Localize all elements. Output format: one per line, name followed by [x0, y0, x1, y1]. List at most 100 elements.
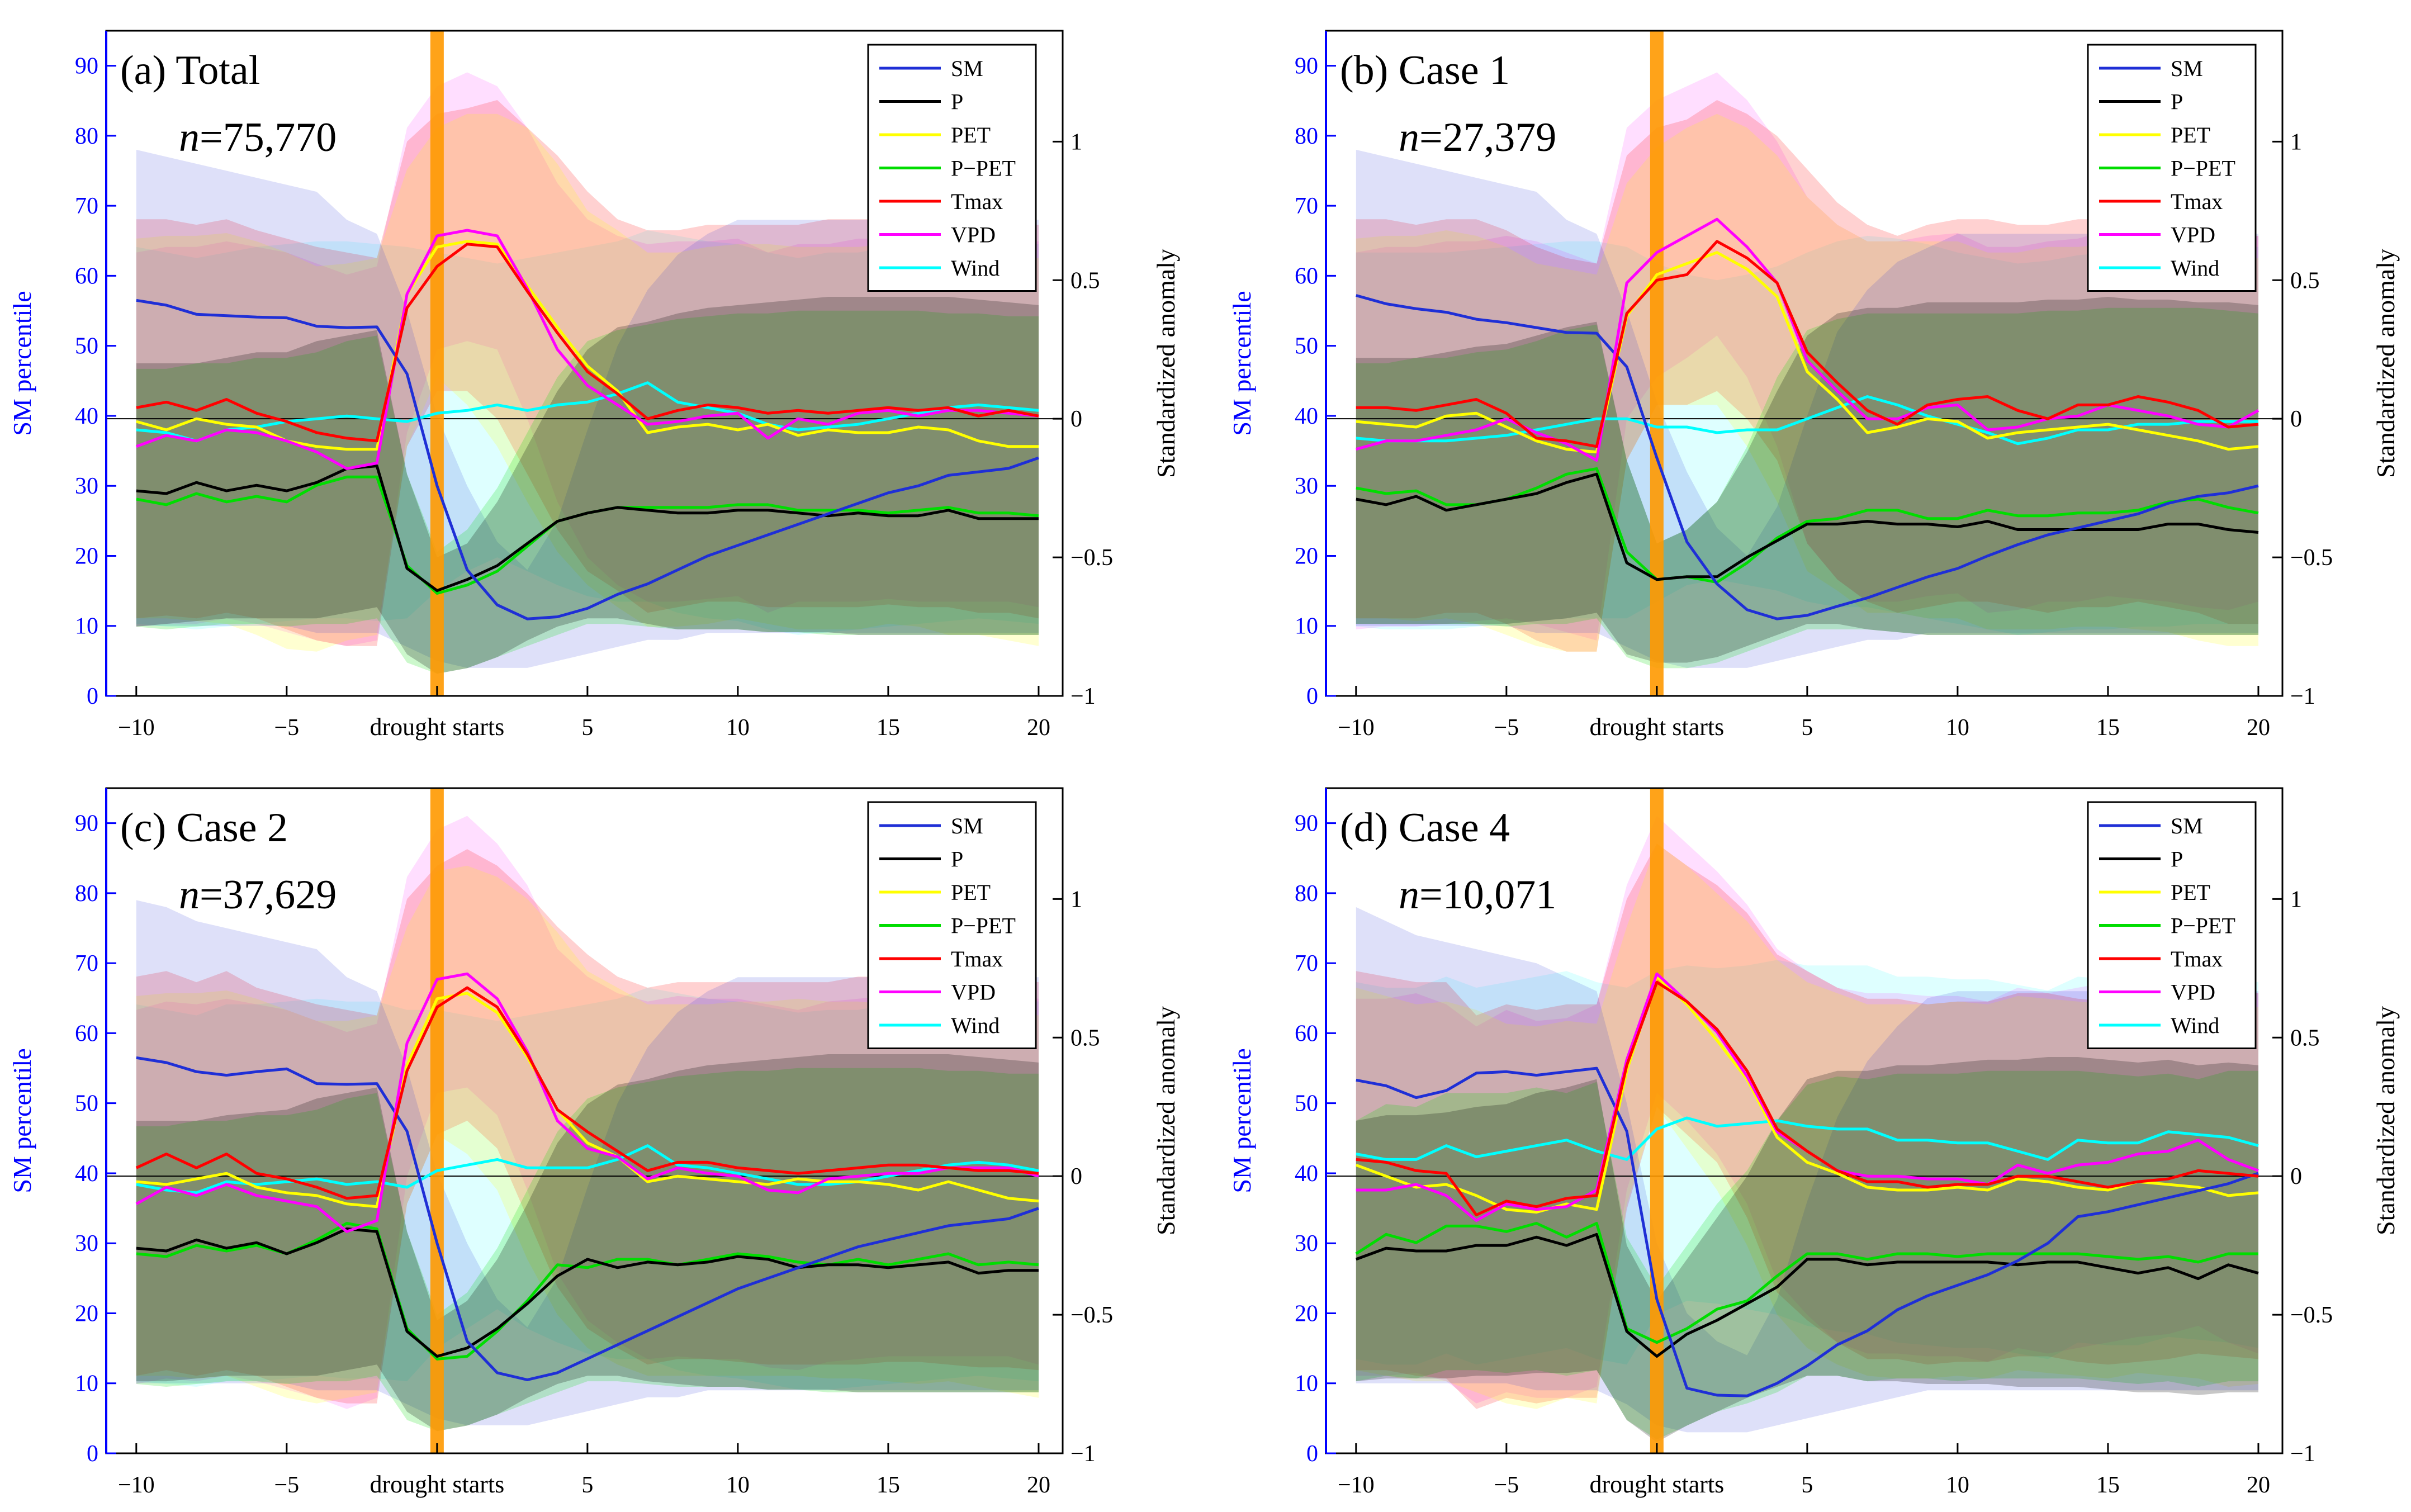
series-PET — [1355, 975, 2259, 1214]
drought-start-bar — [430, 788, 444, 1453]
x-tick-label: −5 — [274, 1472, 299, 1498]
left-tick-label: 50 — [1295, 334, 1318, 359]
legend-label: Wind — [2171, 255, 2219, 281]
left-axis-label: SM percentile — [1228, 1048, 1256, 1193]
series-Wind — [1356, 1116, 2259, 1161]
right-tick-label: −0.5 — [1070, 545, 1113, 571]
series-SM — [1356, 1067, 2259, 1397]
right-axis-label: Standardized anomaly — [1152, 249, 1180, 478]
series-PPET — [1355, 1222, 2258, 1344]
x-center-label: drought starts — [1589, 1471, 1724, 1498]
left-tick-label: 90 — [75, 811, 98, 837]
x-tick-label: 15 — [877, 715, 900, 741]
series-SM — [136, 298, 1039, 620]
band-Wind — [136, 230, 1039, 635]
legend-label: P — [951, 847, 963, 872]
band-P — [136, 297, 1039, 674]
panel-title: (b) Case 1 — [1340, 48, 1510, 93]
left-tick-label: 60 — [75, 263, 98, 289]
band-VPD — [1356, 72, 2258, 641]
left-tick-label: 60 — [1295, 263, 1318, 289]
left-tick-label: 70 — [1295, 193, 1318, 219]
plot-area — [1326, 31, 2282, 696]
legend-label: PET — [2171, 880, 2210, 905]
left-axis-label: SM percentile — [1228, 291, 1256, 435]
sample-size: n=10,071 — [1399, 872, 1556, 918]
left-tick-label: 60 — [75, 1021, 98, 1046]
right-tick-label: −1 — [1070, 1441, 1096, 1467]
left-tick-label: 20 — [1295, 543, 1318, 569]
legend-label: Wind — [951, 255, 1000, 281]
x-tick-label: 15 — [2096, 1472, 2120, 1498]
right-tick-label: 0.5 — [2290, 1025, 2320, 1051]
left-tick-label: 50 — [75, 1091, 98, 1117]
left-tick-label: 30 — [75, 1231, 98, 1257]
left-tick-label: 30 — [75, 473, 98, 499]
legend-label: P — [2171, 847, 2183, 872]
left-tick-label: 70 — [75, 193, 98, 219]
band-SM — [136, 149, 1039, 668]
series-PET — [136, 992, 1039, 1208]
series-Wind — [1356, 395, 2258, 445]
left-tick-label: 0 — [87, 1441, 98, 1467]
legend-label: Wind — [2171, 1013, 2219, 1038]
x-tick-label: 15 — [2096, 715, 2120, 741]
panel-title: (a) Total — [120, 48, 260, 93]
right-axis-label: Standardized anomaly — [1152, 1006, 1180, 1235]
series-VPD — [135, 972, 1039, 1233]
x-tick-label: 15 — [877, 1472, 900, 1498]
right-tick-label: 1 — [1070, 129, 1082, 155]
left-axis-label: SM percentile — [8, 1048, 36, 1193]
legend: SM P PET P−PET Tmax VPD Wind — [2087, 44, 2257, 292]
right-tick-label: 1 — [2290, 129, 2302, 155]
legend-label: SM — [951, 56, 983, 81]
panel-1: 0 10 20 30 40 50 60 70 80 90 −1 −0.5 0 0.5 1 −10 −5 5 10 15… — [8, 30, 1180, 741]
band-VPD — [136, 72, 1039, 646]
right-tick-label: 0 — [2290, 406, 2302, 432]
legend-label: SM — [2171, 813, 2203, 838]
x-tick-label: −10 — [118, 1472, 155, 1498]
x-tick-label: 20 — [2247, 1472, 2270, 1498]
left-tick-label: 10 — [1295, 614, 1318, 639]
x-tick-label: 5 — [581, 715, 593, 741]
x-tick-label: 10 — [1946, 715, 1969, 741]
right-tick-label: 0.5 — [1070, 1025, 1100, 1051]
panel-title: (c) Case 2 — [120, 805, 288, 851]
right-axis-label: Standardized anomaly — [2371, 249, 2400, 478]
right-tick-label: −0.5 — [2290, 545, 2333, 571]
x-center-label: drought starts — [370, 713, 504, 741]
panel-3: 0 10 20 30 40 50 60 70 80 90 −1 −0.5 0 0.5 1 −10 −5 5 10 15… — [8, 787, 1180, 1498]
left-tick-label: 30 — [1295, 473, 1318, 499]
right-tick-label: −1 — [2290, 1441, 2315, 1467]
left-tick-label: 20 — [1295, 1301, 1318, 1326]
band-PPET — [1356, 307, 2258, 669]
legend-label: SM — [2171, 56, 2203, 81]
legend: SM P PET P−PET Tmax VPD Wind — [867, 801, 1037, 1049]
legend-label: PET — [951, 122, 991, 148]
legend-label: P — [951, 89, 963, 115]
legend-label: Tmax — [951, 946, 1003, 971]
x-tick-label: 10 — [726, 715, 750, 741]
series-P — [136, 464, 1039, 593]
left-tick-label: 80 — [75, 881, 98, 907]
left-tick-label: 10 — [1295, 1371, 1318, 1397]
left-tick-label: 20 — [75, 543, 98, 569]
right-tick-label: 0 — [1070, 406, 1082, 432]
legend-label: PET — [2171, 122, 2210, 148]
right-tick-label: 0.5 — [2290, 268, 2320, 293]
left-tick-label: 60 — [1295, 1021, 1318, 1046]
left-tick-label: 40 — [75, 404, 98, 429]
left-tick-label: 90 — [75, 54, 98, 79]
x-tick-label: 10 — [726, 1472, 750, 1498]
x-tick-label: −5 — [274, 715, 299, 741]
legend-label: SM — [951, 813, 983, 838]
band-PET — [136, 865, 1039, 1404]
legend: SM P PET P−PET Tmax VPD Wind — [2087, 801, 2257, 1049]
left-tick-label: 40 — [1295, 1161, 1318, 1187]
right-tick-label: 0 — [1070, 1164, 1082, 1189]
x-tick-label: −10 — [118, 715, 155, 741]
sample-size: n=27,379 — [1399, 115, 1556, 160]
left-tick-label: 80 — [1295, 881, 1318, 907]
panel-title: (d) Case 4 — [1340, 805, 1510, 851]
